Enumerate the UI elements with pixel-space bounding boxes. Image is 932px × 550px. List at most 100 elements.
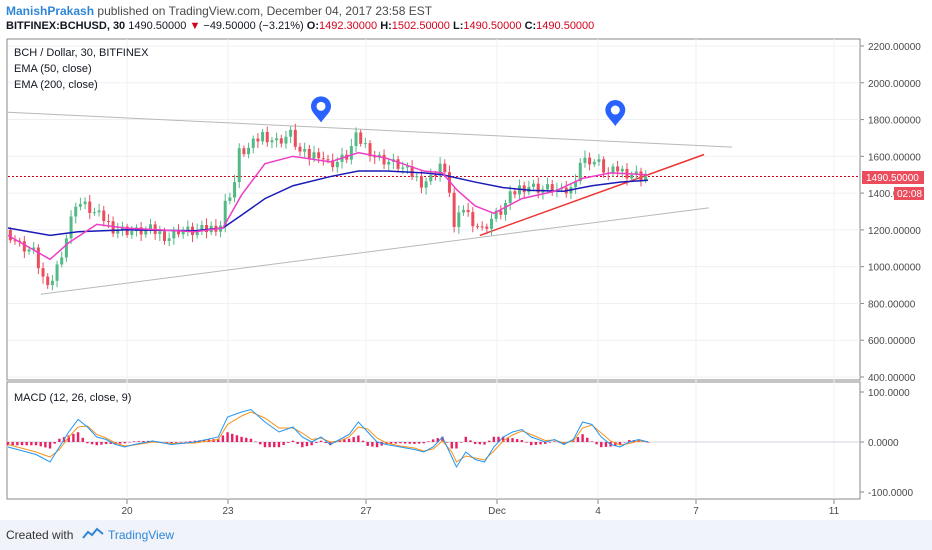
macd-histogram-bar	[473, 442, 477, 444]
macd-histogram-bar	[422, 442, 425, 444]
macd-histogram-bar	[576, 437, 580, 442]
macd-histogram-bar	[34, 442, 38, 446]
macd-histogram-bar	[492, 436, 496, 442]
macd-histogram-bar	[310, 442, 313, 446]
candle-body	[92, 212, 96, 214]
macd-histogram-bar	[483, 442, 486, 445]
candle-body	[359, 132, 363, 144]
map-pin-hole	[316, 101, 326, 111]
macd-histogram-bar	[501, 436, 505, 442]
candle-body	[588, 157, 592, 165]
candle-body	[22, 241, 26, 252]
chart-canvas[interactable]: 2200.00000 2000.00000 1800.00000 1600.00000…	[0, 38, 932, 520]
ema-lines	[7, 151, 649, 261]
candle-body	[368, 143, 372, 157]
candle-body	[457, 212, 461, 227]
candle-body	[504, 203, 508, 215]
candle-body	[265, 132, 269, 143]
candle-body	[237, 148, 241, 183]
candle-body	[69, 216, 73, 239]
author-link[interactable]: ManishPrakash	[6, 4, 95, 18]
macd-histogram-bar	[104, 442, 108, 444]
y-tick-label: 600.00000	[868, 336, 916, 347]
macd-histogram-bar	[254, 441, 257, 443]
trendline-upper	[7, 111, 733, 148]
macd-histogram-bar	[455, 442, 458, 449]
macd-histogram-bar	[128, 442, 131, 443]
macd-histogram-bar	[366, 442, 369, 446]
macd-histogram-bar	[399, 442, 402, 444]
close-value: 1490.50000	[536, 20, 595, 32]
macd-histogram-bar	[132, 441, 136, 442]
macd-histogram-bar	[263, 442, 267, 448]
tradingview-logo-icon	[82, 527, 104, 539]
legend-ema200: EMA (200, close)	[14, 79, 98, 91]
candle-body	[620, 168, 624, 172]
candle-body	[88, 201, 92, 213]
macd-histogram-bar	[174, 442, 178, 443]
candle-body	[27, 249, 31, 252]
candle-body	[396, 159, 400, 169]
markers	[310, 96, 626, 127]
macd-histogram-bar	[487, 440, 491, 442]
candle-body	[326, 159, 330, 161]
open-value: 1492.30000	[319, 20, 378, 32]
candle-body	[298, 146, 302, 152]
candle-body	[480, 226, 484, 228]
candle-body	[228, 197, 232, 201]
candle-body	[592, 161, 596, 165]
candle-body	[83, 201, 87, 205]
candle-body	[181, 230, 185, 235]
candle-body	[438, 163, 442, 176]
x-tick-label: 7	[693, 506, 699, 517]
macd-histogram-bar	[296, 442, 299, 444]
candle-body	[279, 138, 283, 144]
candle-body	[429, 175, 433, 182]
macd-histogram-bar	[347, 438, 351, 442]
macd-histogram-bar	[20, 442, 24, 446]
macd-histogram-bar	[506, 437, 510, 442]
macd-histogram-bar	[90, 442, 94, 445]
candle-body	[233, 182, 237, 198]
x-tick-label: 4	[595, 506, 601, 517]
tradingview-link[interactable]: TradingView	[108, 528, 175, 542]
candle-body	[546, 184, 550, 190]
candle-body	[452, 192, 456, 227]
macd-histogram-bar	[478, 442, 482, 445]
candle-body	[354, 132, 358, 147]
macd-histogram-bar	[179, 442, 183, 443]
close-label: C:	[524, 20, 537, 32]
grid	[6, 38, 861, 500]
countdown-box	[894, 187, 924, 200]
x-tick-label: 20	[121, 506, 133, 517]
macd-histogram-bar	[539, 442, 542, 445]
candle-body	[312, 152, 316, 159]
macd-histogram-bar	[511, 438, 514, 442]
candle-body	[177, 230, 181, 235]
candle-body	[289, 129, 293, 137]
candle-body	[247, 147, 251, 155]
macd-histogram-bar	[441, 436, 444, 442]
macd-histogram-bar	[273, 442, 276, 448]
candle-body	[382, 154, 386, 165]
macd-histogram-bar	[525, 442, 528, 443]
publish-info: published on TradingView.com, December 0…	[97, 4, 433, 18]
candle-body	[50, 280, 54, 286]
low-label: L:	[452, 20, 464, 32]
macd-histogram-bar	[137, 441, 141, 442]
y-tick-label: 1000.00000	[868, 263, 921, 274]
macd-histogram-bar	[586, 437, 589, 442]
candle-body	[443, 163, 447, 173]
main-pane-frame	[6, 38, 861, 381]
macd-histogram-bar	[16, 442, 19, 446]
candle-body	[508, 191, 512, 204]
candle-body	[410, 166, 414, 177]
candle-body	[321, 158, 325, 160]
candle-body	[111, 221, 115, 234]
candle-body	[167, 238, 171, 241]
macd-histogram-bar	[497, 436, 500, 442]
macd-histogram-bar	[329, 442, 332, 446]
macd-histogram-bar	[315, 442, 318, 443]
candle-body	[485, 226, 489, 229]
candle-body	[32, 247, 36, 250]
